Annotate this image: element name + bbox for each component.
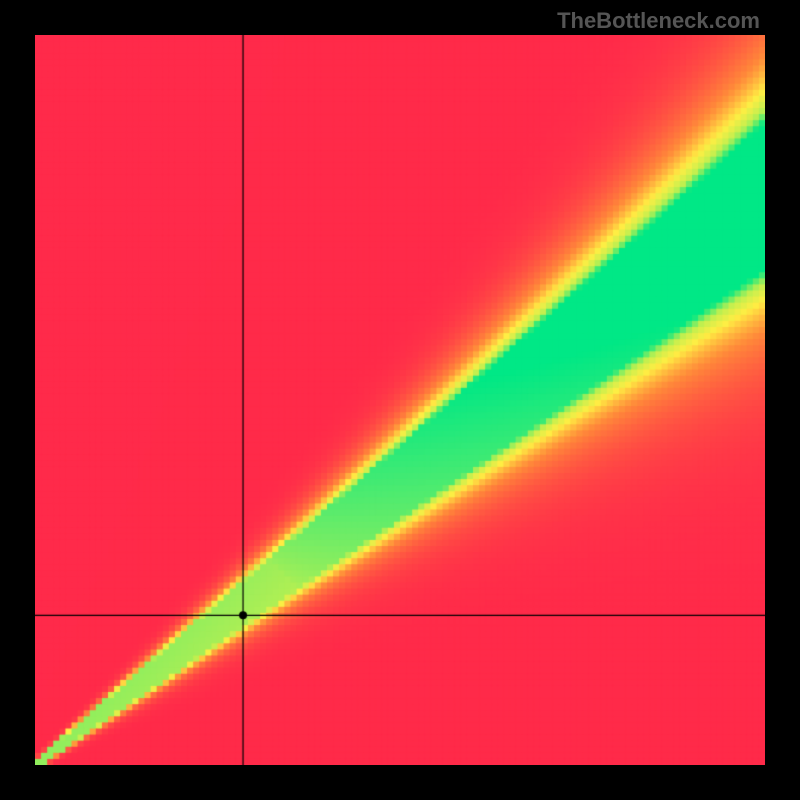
heatmap-canvas	[35, 35, 765, 765]
watermark-label: TheBottleneck.com	[557, 8, 760, 34]
heatmap-plot	[35, 35, 765, 765]
